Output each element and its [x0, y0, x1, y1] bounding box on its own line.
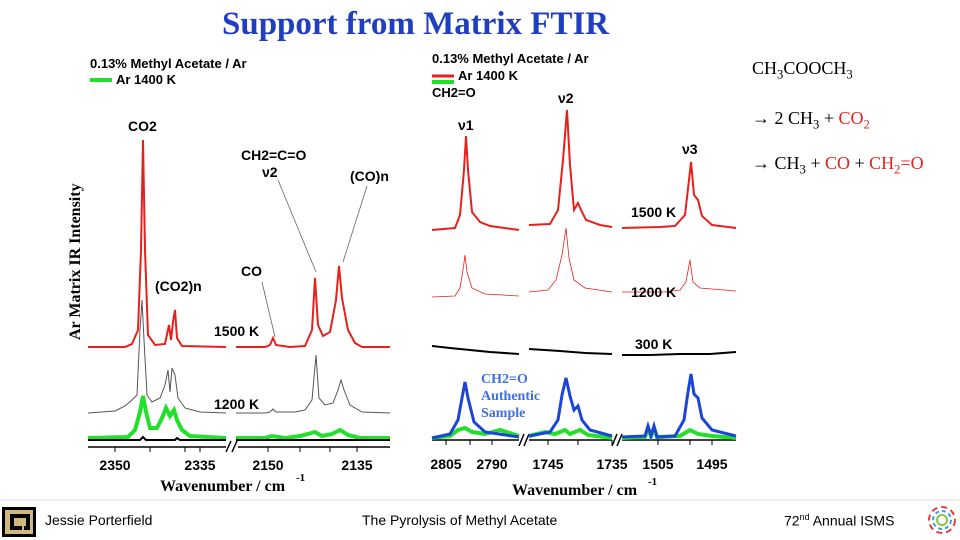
right-trace-300k [431, 345, 737, 356]
left-xlabel-sup: -1 [296, 472, 305, 484]
label-right-1500k: 1500 K [631, 204, 676, 220]
left-annotation-lines [261, 179, 368, 338]
left-xlabel: Wavenumber / cm [160, 478, 286, 495]
label-authentic-3: Sample [481, 406, 525, 421]
meeting-name: Annual ISMS [809, 512, 895, 529]
label-nu1: ν1 [458, 117, 474, 133]
right-trace-green [431, 422, 737, 442]
meeting-sup: nd [799, 512, 810, 522]
product-ch2o: CH2=O [869, 153, 924, 177]
left-tick-2350: 2350 [99, 457, 130, 473]
label-con: (CO)n [350, 168, 389, 184]
plus: + [823, 108, 834, 128]
right-ticks [445, 440, 713, 445]
plus: + [810, 153, 821, 173]
right-xlabel-sup: -1 [648, 476, 657, 488]
meeting-number: 72 [784, 512, 800, 529]
left-tick-2335: 2335 [184, 457, 215, 473]
isms-logo-icon [928, 506, 956, 534]
left-trace-1500k [88, 139, 390, 349]
arrow-icon: → [752, 153, 770, 173]
right-trace-blue-authentic [431, 373, 737, 442]
label-right-1200k: 1200 K [631, 284, 676, 300]
label-nu2: ν2 [558, 90, 574, 106]
label-nu3: ν3 [682, 141, 698, 157]
reaction-reactant: CH3COOCH3 [752, 58, 853, 82]
right-xlabel: Wavenumber / cm [512, 482, 638, 499]
right-legend-1: 0.13% Methyl Acetate / Ar [432, 51, 589, 66]
left-legend-1: 0.13% Methyl Acetate / Ar [90, 56, 247, 71]
label-co2n: (CO2)n [155, 278, 202, 294]
cu-logo-icon [2, 507, 36, 537]
label-ketene: CH2=C=O [241, 147, 306, 163]
reaction-path-2: → CH3 + CO + CH2=O [752, 153, 924, 177]
left-legend-2: Ar 1400 K [116, 72, 177, 87]
footer-author: Jessie Porterfield [45, 512, 153, 528]
right-tick-1745: 1745 [532, 456, 563, 472]
label-left-1200k: 1200 K [214, 396, 259, 412]
left-trace-1200k [87, 299, 391, 414]
label-right-300k: 300 K [635, 336, 672, 352]
label-authentic-1: CH2=O [481, 372, 528, 387]
left-ticks [114, 447, 358, 452]
product-co2: CO2 [838, 108, 870, 132]
product-co: CO [824, 153, 850, 173]
label-left-1500k: 1500 K [214, 323, 259, 339]
left-trace-green [87, 395, 390, 441]
right-tick-2790: 2790 [476, 456, 507, 472]
slide-title: Support from Matrix FTIR [222, 6, 610, 42]
right-legend-2: Ar 1400 K [458, 68, 519, 83]
coef: 2 [774, 108, 784, 128]
label-co2: CO2 [128, 118, 157, 134]
right-tick-2805: 2805 [430, 456, 461, 472]
right-tick-1505: 1505 [642, 456, 673, 472]
left-ylabel: Ar Matrix IR Intensity [67, 183, 84, 340]
left-trace-black [88, 435, 390, 441]
label-ketene-mode: ν2 [262, 164, 278, 180]
right-tick-1495: 1495 [696, 456, 727, 472]
plus: + [854, 153, 865, 173]
right-trace-1500k [431, 109, 737, 231]
left-tick-2150: 2150 [252, 457, 283, 473]
right-legend-3: CH2=O [432, 85, 476, 100]
label-authentic-2: Authentic [481, 389, 540, 404]
footer-talk-title: The Pyrolysis of Methyl Acetate [362, 512, 558, 528]
footer-meeting: 72nd Annual ISMS [784, 512, 894, 529]
left-tick-2135: 2135 [341, 457, 372, 473]
right-trace-1200k [431, 227, 737, 298]
left-axis-break [225, 440, 238, 453]
reaction-path-1: → 2 CH3 + CO2 [752, 108, 870, 132]
arrow-icon: → [752, 108, 770, 128]
label-co: CO [241, 263, 262, 279]
right-tick-1735: 1735 [596, 456, 627, 472]
